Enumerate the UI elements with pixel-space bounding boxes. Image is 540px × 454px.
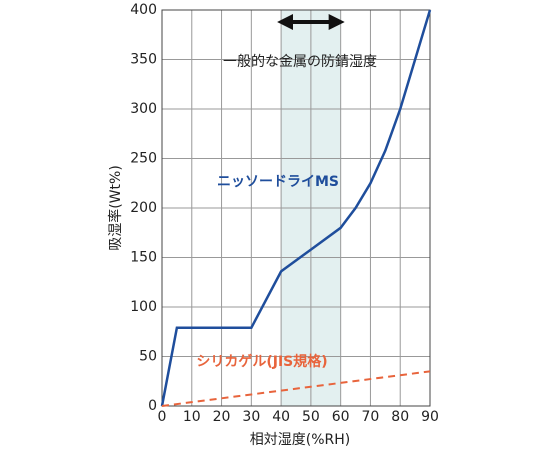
- series-line: [161, 370, 431, 407]
- x-tick-label: 40: [272, 409, 290, 425]
- y-axis-label: 吸湿率(Wt%): [107, 165, 124, 251]
- y-tick-label: 350: [130, 52, 157, 68]
- x-tick-label: 20: [213, 409, 231, 425]
- x-tick-label: 80: [391, 409, 409, 425]
- y-tick-label: 400: [130, 2, 157, 18]
- x-tick-label: 70: [362, 409, 380, 425]
- series-line: [160, 9, 432, 407]
- x-tick-label: 0: [158, 409, 167, 425]
- annotation: 一般的な金属の防錆湿度: [223, 53, 377, 70]
- y-tick-label: 300: [130, 101, 157, 117]
- x-tick-label: 90: [421, 409, 439, 425]
- series-label: シリカゲル(JIS規格): [196, 353, 327, 370]
- y-tick-label: 50: [139, 349, 157, 365]
- plot-frame: [161, 9, 431, 407]
- x-tick-label: 30: [242, 409, 260, 425]
- y-tick-label: 150: [130, 250, 157, 266]
- y-tick-label: 250: [130, 151, 157, 167]
- x-tick-label: 60: [332, 409, 350, 425]
- y-tick-label: 100: [130, 299, 157, 315]
- y-tick-label: 0: [148, 398, 157, 414]
- series-label: ニッソードライMS: [217, 174, 339, 190]
- x-tick-label: 10: [183, 409, 201, 425]
- y-tick-label: 200: [130, 200, 157, 216]
- x-tick-label: 50: [302, 409, 320, 425]
- x-axis-label: 相対湿度(%RH): [250, 432, 350, 448]
